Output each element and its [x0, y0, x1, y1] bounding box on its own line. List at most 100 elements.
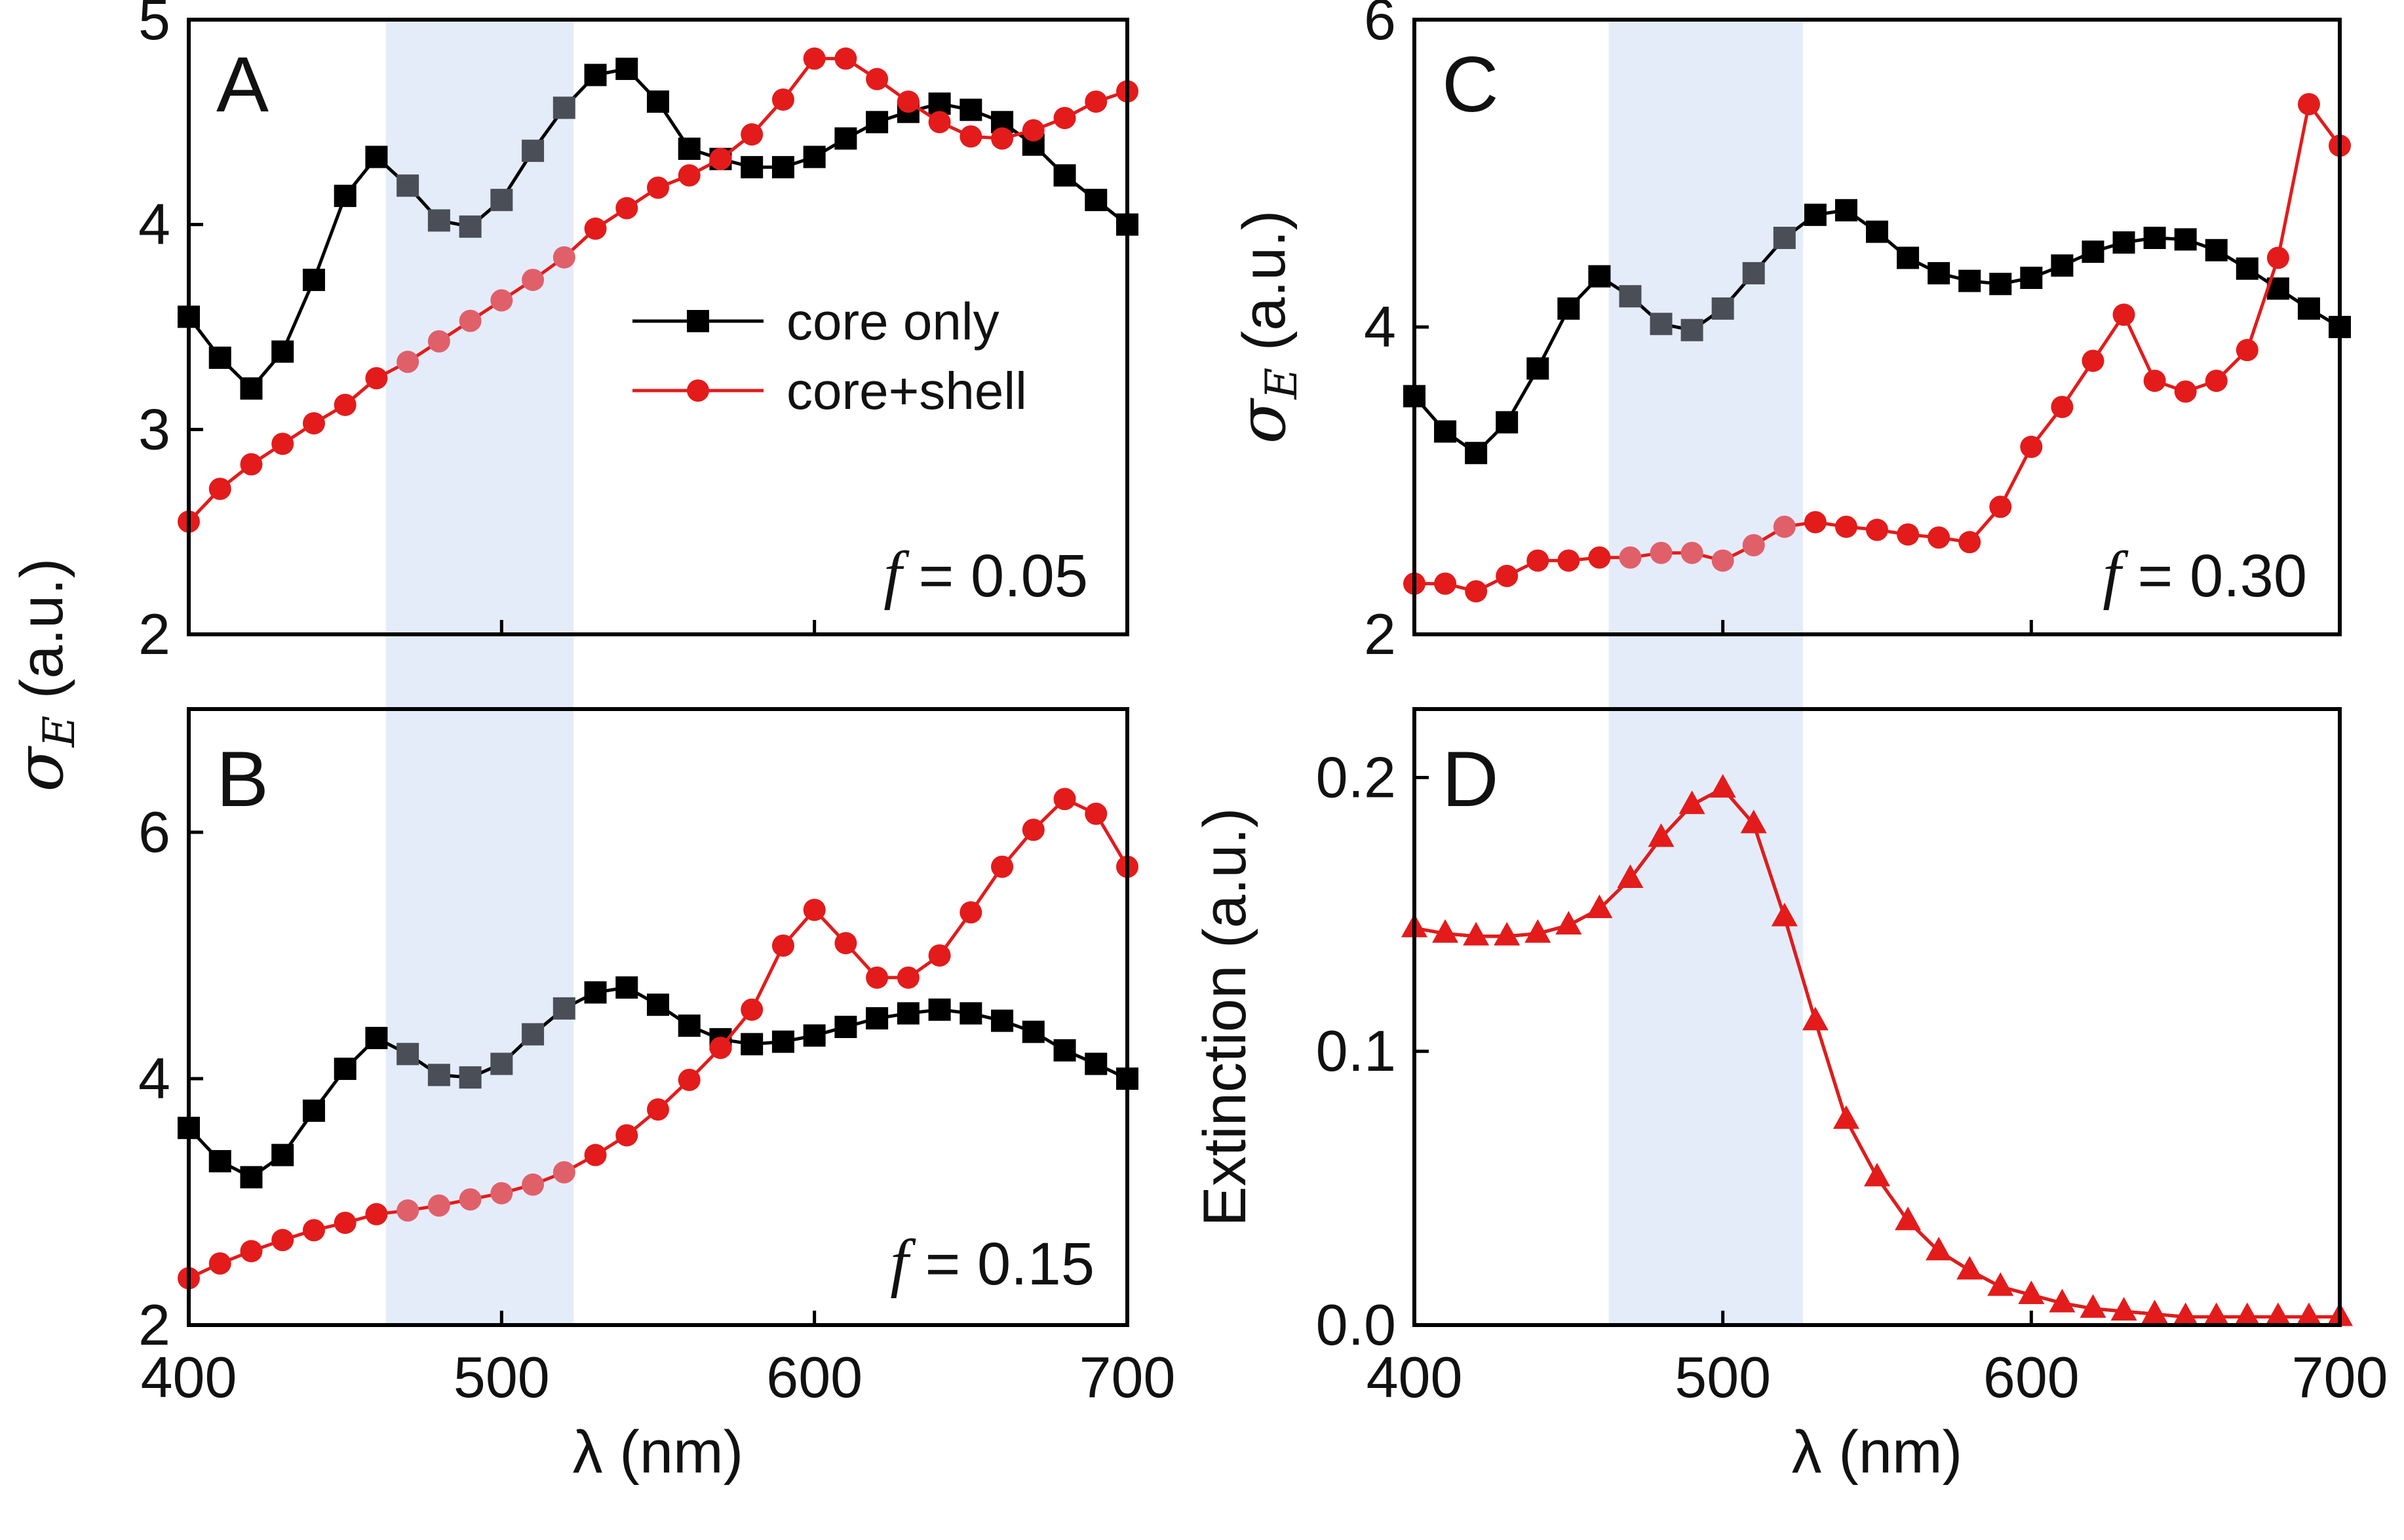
- data-point-core-only: [1680, 318, 1703, 341]
- data-point-core-shell: [459, 1188, 482, 1211]
- x-tick-label: 500: [454, 1345, 550, 1410]
- legend-label: core only: [786, 292, 999, 351]
- data-point-core-shell: [2082, 349, 2104, 372]
- data-point-data: [1771, 902, 1798, 927]
- data-point-core-only: [2051, 254, 2074, 277]
- panel-c: 2 4 6Cf = 0.30 σE (a.u.): [1224, 0, 2351, 709]
- data-point-core-only: [397, 174, 419, 197]
- data-point-core-shell: [553, 1161, 575, 1184]
- data-point-core-shell: [960, 901, 982, 924]
- data-point-core-only: [1897, 246, 1920, 269]
- data-point-data: [2110, 1297, 2137, 1321]
- data-point-core-shell: [741, 123, 764, 146]
- data-point-core-only: [1928, 261, 1950, 284]
- series-line-data: [1414, 786, 2340, 1319]
- data-point-core-only: [1053, 164, 1076, 187]
- data-point-core-shell: [271, 1229, 294, 1252]
- data-point-core-only: [1650, 313, 1673, 336]
- highlight-band: [1608, 20, 1804, 709]
- x-tick-label: 600: [1983, 1345, 2080, 1410]
- data-point-core-only: [459, 215, 482, 238]
- data-point-core-shell: [647, 1098, 669, 1121]
- data-point-data: [1648, 823, 1675, 847]
- data-point-core-shell: [2112, 303, 2135, 326]
- panel-letter: C: [1442, 41, 1499, 128]
- data-point-core-shell: [709, 1037, 732, 1059]
- series-line-core-shell: [1414, 100, 2342, 593]
- data-point-core-shell: [208, 478, 231, 501]
- data-point-core-shell: [834, 932, 857, 955]
- data-point-core-shell: [897, 90, 920, 113]
- panel-letter: D: [1442, 735, 1499, 823]
- data-point-data: [1864, 1163, 1890, 1187]
- data-point-core-shell: [490, 1182, 513, 1204]
- y-tick-label: 5: [138, 0, 170, 52]
- ylabel-sigma: σ: [1, 745, 78, 792]
- y-tick-label: 2: [138, 602, 170, 666]
- annotation-f: f = 0.15: [890, 1226, 1095, 1299]
- data-point-core-only: [553, 997, 575, 1020]
- annotation-value: = 0.05: [902, 543, 1088, 609]
- data-point-data: [1617, 864, 1644, 889]
- data-point-core-shell: [553, 246, 575, 269]
- data-point-core-only: [302, 1099, 325, 1122]
- data-point-core-shell: [208, 1252, 231, 1275]
- data-point-core-only: [1085, 189, 1108, 212]
- data-point-data: [2080, 1294, 2106, 1318]
- data-point-core-shell: [709, 147, 732, 170]
- ylabel-sigma: σ: [1224, 397, 1300, 444]
- data-point-core-only: [1022, 1020, 1045, 1043]
- data-point-core-shell: [2174, 380, 2197, 403]
- y-tick-label: 4: [138, 1046, 170, 1111]
- data-point-core-only: [553, 96, 575, 119]
- data-point-core-only: [928, 998, 951, 1021]
- data-point-core-only: [615, 976, 638, 999]
- data-point-core-shell: [960, 125, 982, 148]
- data-point-core-only: [1526, 357, 1549, 380]
- data-point-core-shell: [522, 269, 545, 292]
- data-point-core-only: [240, 1166, 263, 1189]
- data-point-core-shell: [2236, 339, 2259, 362]
- data-point-core-only: [834, 1016, 857, 1039]
- data-point-core-shell: [584, 217, 607, 240]
- data-point-core-shell: [1958, 531, 1981, 554]
- annotation-value: = 0.30: [2121, 543, 2307, 609]
- data-point-core-only: [1834, 199, 1857, 221]
- data-point-data: [2203, 1302, 2230, 1326]
- data-point-core-only: [1619, 285, 1642, 308]
- data-point-core-shell: [1085, 90, 1108, 113]
- data-point-core-only: [834, 127, 857, 150]
- data-point-core-only: [647, 90, 669, 113]
- series-line-core-only: [1413, 208, 2341, 455]
- legend-label: core+shell: [786, 362, 1027, 420]
- data-point-core-shell: [771, 934, 794, 957]
- data-point-core-shell: [1465, 580, 1488, 603]
- data-point-core-only: [271, 340, 294, 363]
- data-point-core-only: [1053, 1039, 1076, 1062]
- data-point-core-only: [866, 111, 889, 134]
- data-point-core-shell: [427, 1194, 450, 1217]
- data-point-core-only: [334, 1057, 357, 1080]
- data-point-data: [1987, 1272, 2014, 1296]
- data-point-data: [2141, 1299, 2168, 1324]
- data-point-core-only: [2205, 239, 2228, 261]
- data-point-core-only: [365, 145, 388, 168]
- legend-marker: [687, 379, 709, 402]
- data-point-core-shell: [302, 412, 325, 434]
- y-tick-label: 0.0: [1316, 1292, 1396, 1357]
- data-point-core-shell: [866, 966, 889, 989]
- data-point-core-shell: [1680, 541, 1703, 564]
- data-point-core-shell: [1557, 549, 1580, 572]
- data-point-core-only: [803, 1024, 826, 1047]
- data-point-core-shell: [678, 1068, 701, 1091]
- panel-letter: B: [216, 735, 269, 823]
- data-point-core-shell: [490, 289, 513, 312]
- data-point-core-shell: [427, 330, 450, 353]
- data-point-core-only: [2112, 231, 2135, 254]
- annotation-f: f = 0.30: [2103, 538, 2307, 611]
- data-point-core-only: [302, 269, 325, 292]
- data-point-core-shell: [1619, 546, 1642, 569]
- data-point-core-shell: [928, 944, 951, 967]
- data-point-core-only: [584, 981, 607, 1004]
